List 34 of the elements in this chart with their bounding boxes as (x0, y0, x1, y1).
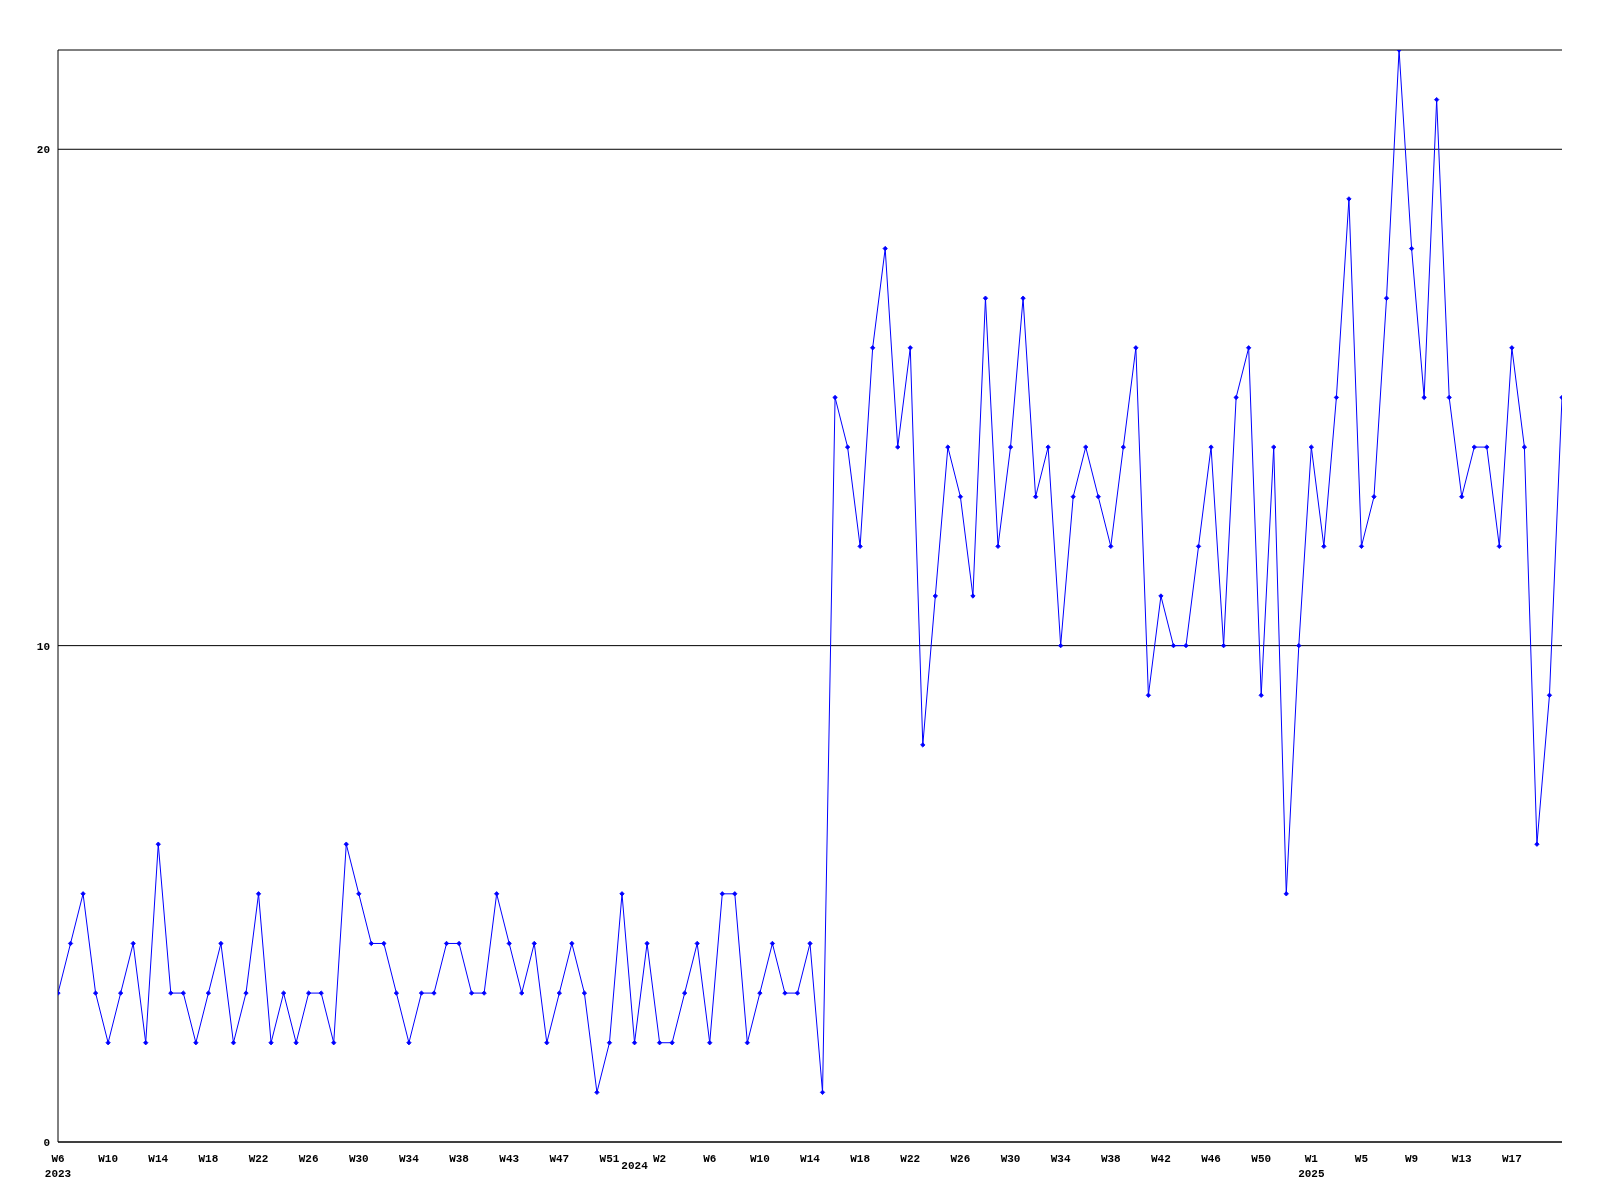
x-tick-label: W5 (1354, 1153, 1369, 1165)
x-tick-label: W17 (1501, 1153, 1522, 1165)
x-tick-label: W42 (1151, 1153, 1171, 1165)
y-tick-label: 0 (43, 1136, 50, 1149)
x-tick-label: W18 (198, 1153, 219, 1165)
x-tick-label: W30 (1000, 1153, 1021, 1165)
x-tick-label: W26 (950, 1153, 971, 1165)
x-tick-label: W30 (348, 1153, 369, 1165)
x-tick-label: W2 (653, 1153, 667, 1165)
x-tick-label: W22 (900, 1153, 921, 1165)
x-tick-label: W14 (148, 1153, 169, 1165)
x-tick-label: W34 (1050, 1153, 1071, 1165)
x-tick-label: W46 (1201, 1153, 1221, 1165)
x-tick-label: W14 (800, 1153, 821, 1165)
y-tick-label: 20 (36, 144, 50, 157)
x-tick-label: 2024 (621, 1160, 649, 1172)
x-tick-label: W51 (599, 1153, 620, 1165)
x-tick-label: W38 (449, 1153, 470, 1165)
x-tick-label: W6 (703, 1153, 717, 1165)
x-tick-label: W34 (399, 1153, 420, 1165)
x-tick-label: W1 2025 (1298, 1153, 1325, 1180)
x-tick-label: W43 (499, 1153, 520, 1165)
x-tick-label: W6 2023 (44, 1153, 72, 1180)
x-tick-label: W47 (549, 1153, 570, 1165)
y-tick-label: 10 (36, 640, 50, 653)
x-tick-label: W22 (248, 1153, 269, 1165)
x-tick-label: W26 (298, 1153, 319, 1165)
x-tick-label: W13 (1451, 1153, 1473, 1165)
x-tick-label: W10 (749, 1153, 770, 1165)
x-tick-label: W18 (850, 1153, 871, 1165)
x-tick-label: W38 (1100, 1153, 1122, 1165)
x-tick-label: W50 (1251, 1153, 1272, 1165)
x-tick-label: W9 (1405, 1153, 1419, 1165)
x-tick-label: W10 (98, 1153, 119, 1165)
